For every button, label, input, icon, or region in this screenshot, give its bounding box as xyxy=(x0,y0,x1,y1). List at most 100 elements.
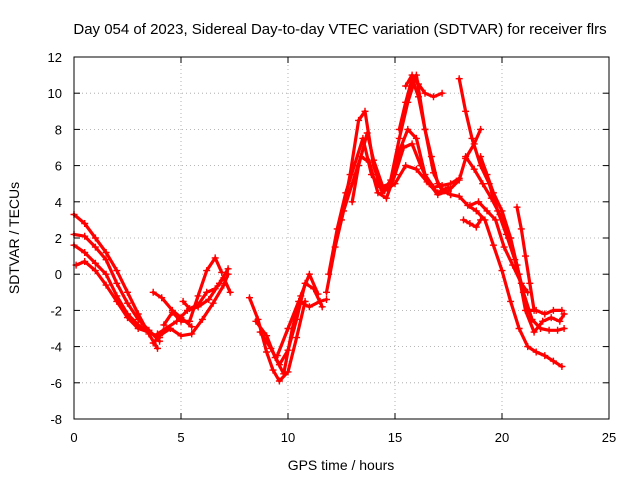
data-point xyxy=(507,234,515,242)
data-point xyxy=(361,107,369,115)
data-point xyxy=(145,328,153,336)
data-point xyxy=(102,249,110,256)
series-line xyxy=(162,256,224,327)
data-point xyxy=(402,82,410,90)
data-point xyxy=(415,93,422,101)
data-point xyxy=(445,183,452,191)
series-arc-12 xyxy=(256,279,326,369)
data-point xyxy=(380,187,388,195)
x-tick-label: 25 xyxy=(602,430,616,445)
data-point xyxy=(177,332,185,340)
data-point xyxy=(404,125,412,133)
data-point xyxy=(81,232,89,240)
data-point xyxy=(421,89,429,97)
series-line xyxy=(397,77,564,369)
data-point xyxy=(124,299,131,307)
series-arc-24 xyxy=(513,203,538,314)
data-point xyxy=(477,153,485,161)
data-point xyxy=(492,216,500,224)
data-point xyxy=(348,198,356,206)
data-point xyxy=(547,314,555,322)
y-tick-label: -8 xyxy=(50,412,62,427)
data-point xyxy=(440,187,448,195)
data-point xyxy=(507,297,515,305)
data-point xyxy=(124,288,131,296)
data-point xyxy=(489,241,497,249)
data-point xyxy=(509,261,517,269)
series-line xyxy=(468,200,530,294)
data-point xyxy=(305,303,313,311)
data-point xyxy=(310,285,318,293)
data-point xyxy=(412,165,420,173)
data-point xyxy=(355,116,363,124)
data-point xyxy=(468,134,476,142)
data-point xyxy=(134,325,142,332)
y-tick-label: -4 xyxy=(50,340,62,355)
data-point xyxy=(325,270,333,278)
data-point xyxy=(284,346,292,354)
data-point xyxy=(475,198,482,206)
data-point xyxy=(558,306,566,314)
series-arc-25 xyxy=(460,216,485,231)
data-point xyxy=(460,216,467,224)
data-point xyxy=(301,279,309,287)
data-point xyxy=(524,343,532,351)
data-point xyxy=(81,258,89,265)
data-point xyxy=(323,288,330,296)
series-arc-9 xyxy=(179,274,234,313)
data-point xyxy=(102,256,110,264)
data-point xyxy=(513,203,521,211)
data-point xyxy=(515,325,523,332)
data-point xyxy=(194,292,202,300)
x-tick-label: 0 xyxy=(70,430,77,445)
data-point xyxy=(305,270,313,278)
data-point xyxy=(316,297,324,305)
data-point xyxy=(284,325,292,332)
data-point xyxy=(370,156,378,164)
data-point xyxy=(160,321,168,329)
data-point xyxy=(470,165,478,173)
data-point xyxy=(549,306,557,314)
data-point xyxy=(558,363,566,370)
data-point xyxy=(532,348,540,356)
data-point xyxy=(423,178,431,186)
data-point xyxy=(539,317,547,325)
data-point xyxy=(483,207,491,215)
data-point xyxy=(455,174,463,182)
series-arc-4 xyxy=(72,258,153,336)
data-point xyxy=(498,207,506,215)
data-point xyxy=(158,294,166,302)
series-arc-23 xyxy=(466,198,532,296)
data-point xyxy=(477,125,485,133)
data-point xyxy=(91,243,99,251)
data-point xyxy=(113,297,121,305)
x-tick-label: 5 xyxy=(177,430,184,445)
data-point xyxy=(275,361,283,369)
data-point xyxy=(149,339,157,347)
data-point xyxy=(560,325,568,332)
data-point xyxy=(154,344,161,352)
series-arc-5 xyxy=(149,270,232,347)
data-point xyxy=(186,305,194,313)
data-point xyxy=(549,357,557,365)
y-tick-label: 8 xyxy=(55,122,62,137)
data-point xyxy=(203,288,211,296)
data-point xyxy=(560,310,568,318)
data-point xyxy=(554,326,562,334)
data-point xyxy=(267,344,275,352)
series-arc-2 xyxy=(70,230,164,345)
data-point xyxy=(81,249,89,256)
data-point xyxy=(226,288,234,296)
data-point xyxy=(91,267,99,275)
data-point xyxy=(556,317,564,325)
series-arc-19 xyxy=(402,71,446,101)
data-point xyxy=(412,134,420,142)
data-point xyxy=(363,129,371,137)
data-point xyxy=(211,254,219,262)
y-tick-label: -6 xyxy=(50,376,62,391)
data-point xyxy=(124,314,131,322)
data-point xyxy=(500,243,508,251)
data-point xyxy=(395,125,403,133)
data-point xyxy=(487,194,495,202)
